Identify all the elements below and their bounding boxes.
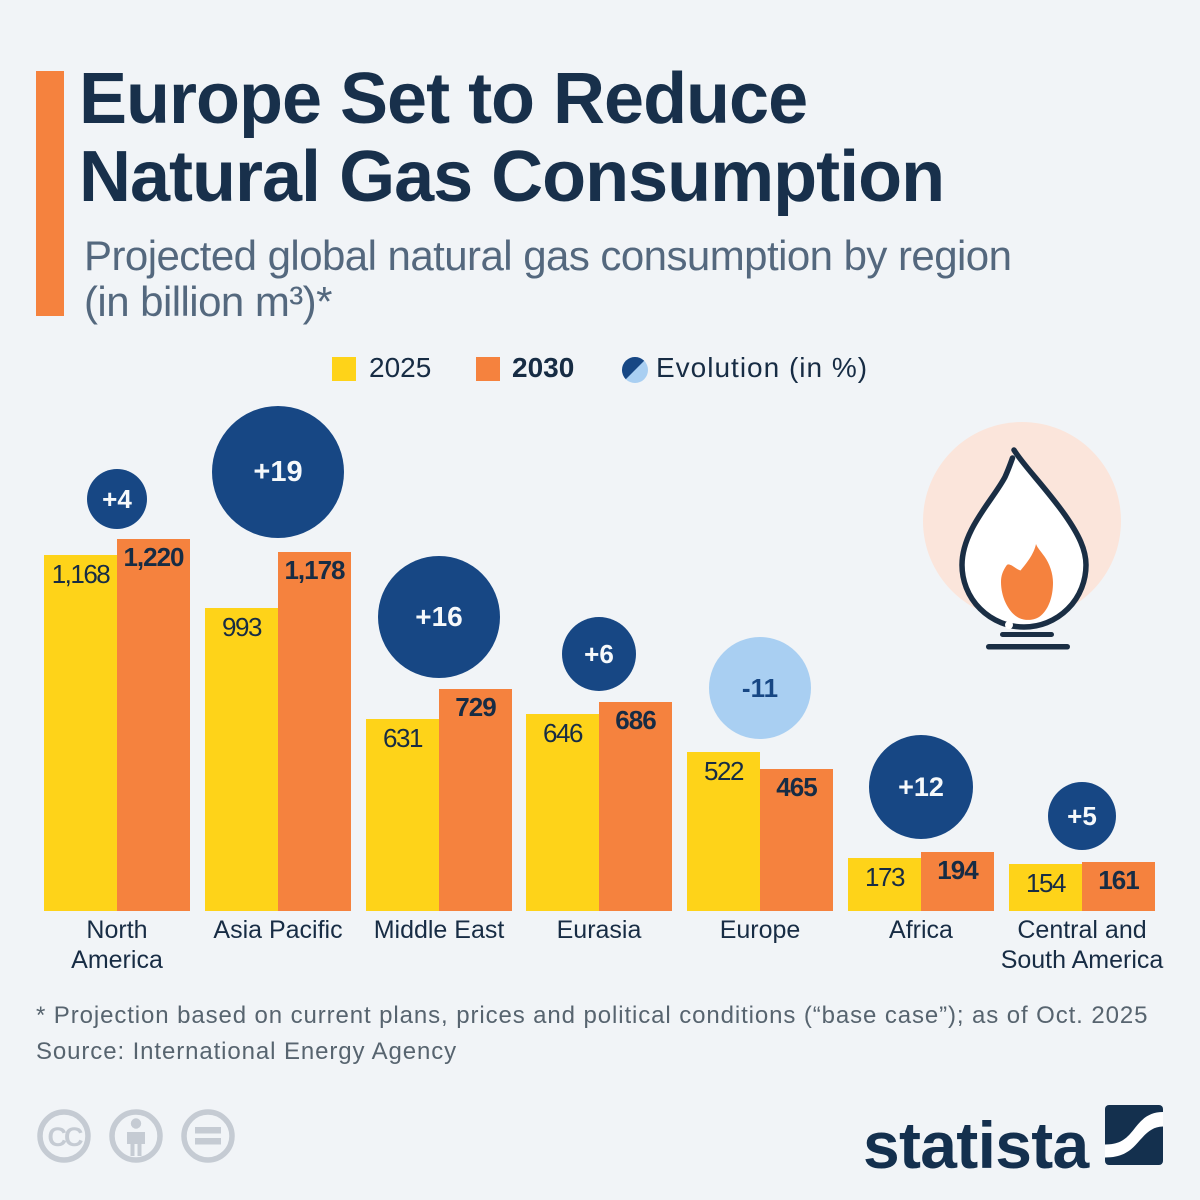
svg-text:CC: CC bbox=[48, 1122, 83, 1152]
